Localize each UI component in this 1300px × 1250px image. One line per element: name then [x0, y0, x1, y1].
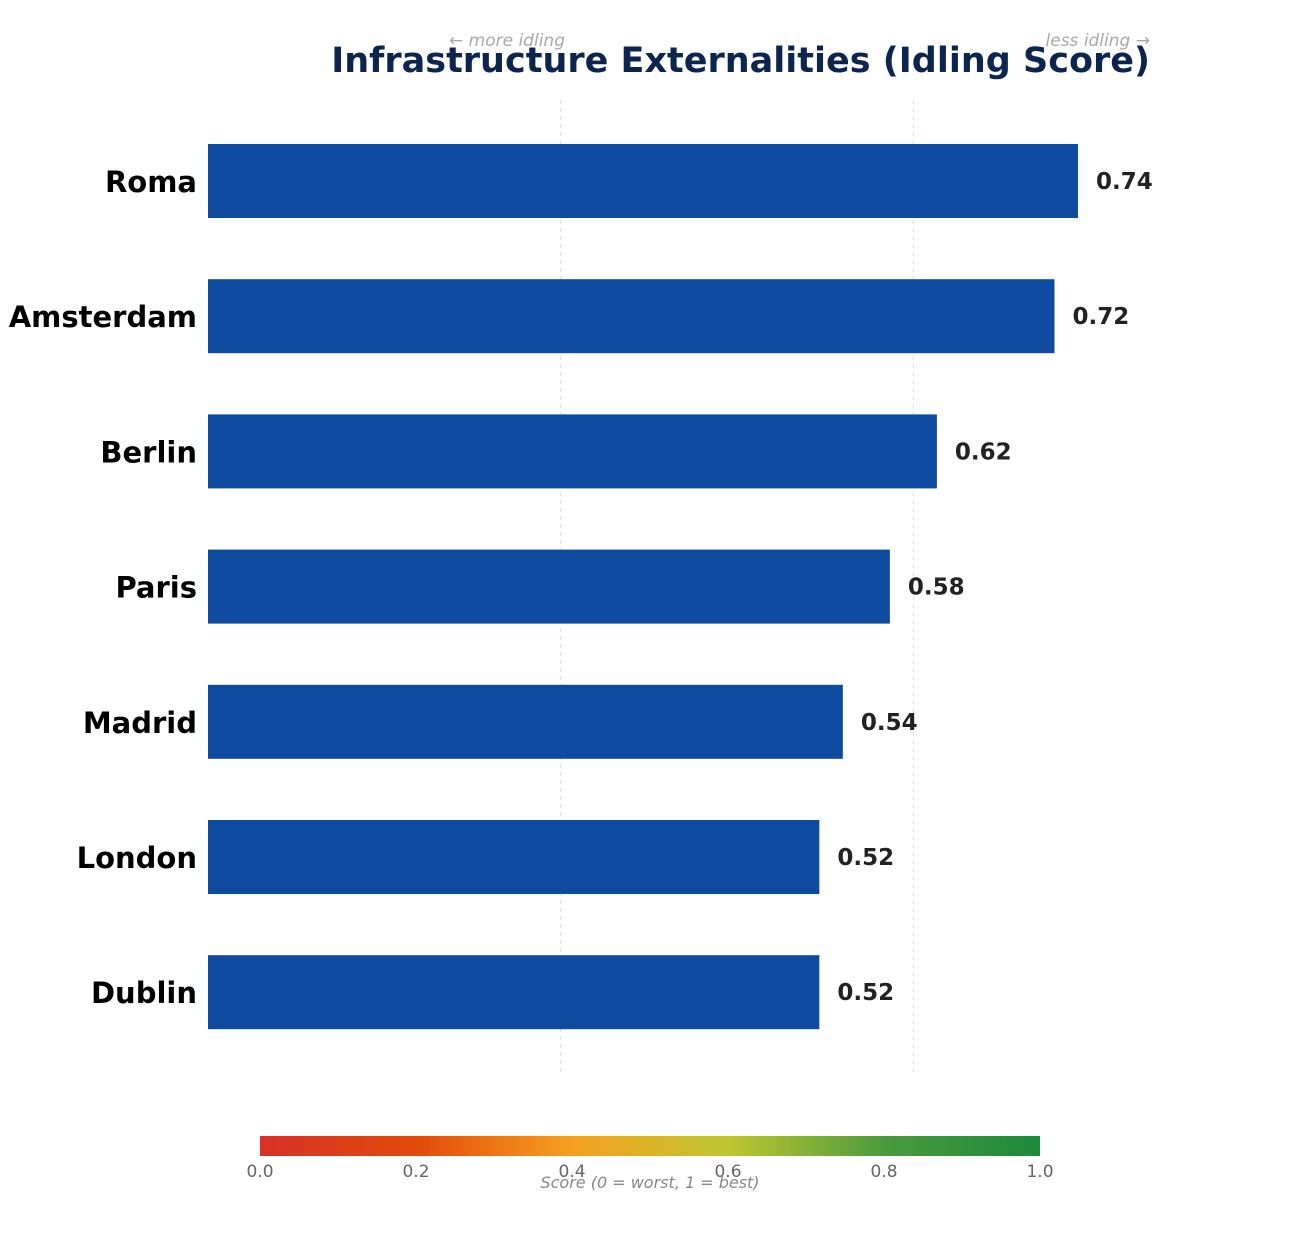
category-label-amsterdam: Amsterdam	[9, 300, 197, 334]
value-label-roma: 0.74	[1096, 169, 1153, 195]
value-label-paris: 0.58	[908, 575, 965, 601]
colorbar-tick-4: 0.8	[870, 1162, 897, 1182]
category-label-madrid: Madrid	[83, 706, 197, 740]
category-label-paris: Paris	[115, 571, 197, 605]
value-label-london: 0.52	[837, 845, 894, 871]
category-labels: Roma Amsterdam Berlin Paris Madrid London Dubl…	[9, 165, 197, 1010]
category-label-london: London	[77, 841, 197, 875]
bar-paris	[208, 549, 890, 624]
bar-dublin	[208, 955, 820, 1030]
colorbar-gradient	[260, 1136, 1040, 1156]
colorbar-tick-0: 0.0	[246, 1162, 273, 1182]
colorbar: 0.0 0.2 0.4 0.6 0.8 1.0 Score (0 = worst, 1 =…	[246, 1136, 1054, 1192]
hint-more-idling: ← more idling	[449, 31, 565, 51]
value-label-dublin: 0.52	[837, 980, 894, 1006]
category-label-berlin: Berlin	[100, 435, 197, 469]
colorbar-tick-3: 0.6	[714, 1162, 741, 1182]
grid-lines	[560, 100, 914, 1075]
colorbar-label: Score (0 = worst, 1 = best)	[540, 1173, 759, 1192]
bar-amsterdam	[208, 279, 1055, 354]
value-labels: 0.74 0.72 0.62 0.58 0.54 0.52 0.52	[837, 169, 1152, 1006]
colorbar-tick-5: 1.0	[1026, 1162, 1053, 1182]
colorbar-tick-1: 0.2	[402, 1162, 429, 1182]
bar-roma	[208, 144, 1078, 218]
colorbar-ticks: 0.0 0.2 0.4 0.6 0.8 1.0	[246, 1162, 1053, 1182]
bar-madrid	[208, 684, 843, 759]
colorbar-tick-2: 0.4	[558, 1162, 585, 1182]
value-label-amsterdam: 0.72	[1072, 304, 1129, 330]
chart-title: Infrastructure Externalities (Idling Sco…	[331, 41, 1150, 81]
bar-berlin	[208, 414, 937, 489]
value-label-madrid: 0.54	[861, 710, 918, 736]
category-label-dublin: Dublin	[91, 976, 197, 1010]
hint-less-idling: less idling →	[1046, 31, 1150, 51]
value-label-berlin: 0.62	[955, 439, 1012, 465]
bars	[208, 144, 1078, 1030]
bar-london	[208, 820, 820, 894]
category-label-roma: Roma	[105, 165, 197, 199]
